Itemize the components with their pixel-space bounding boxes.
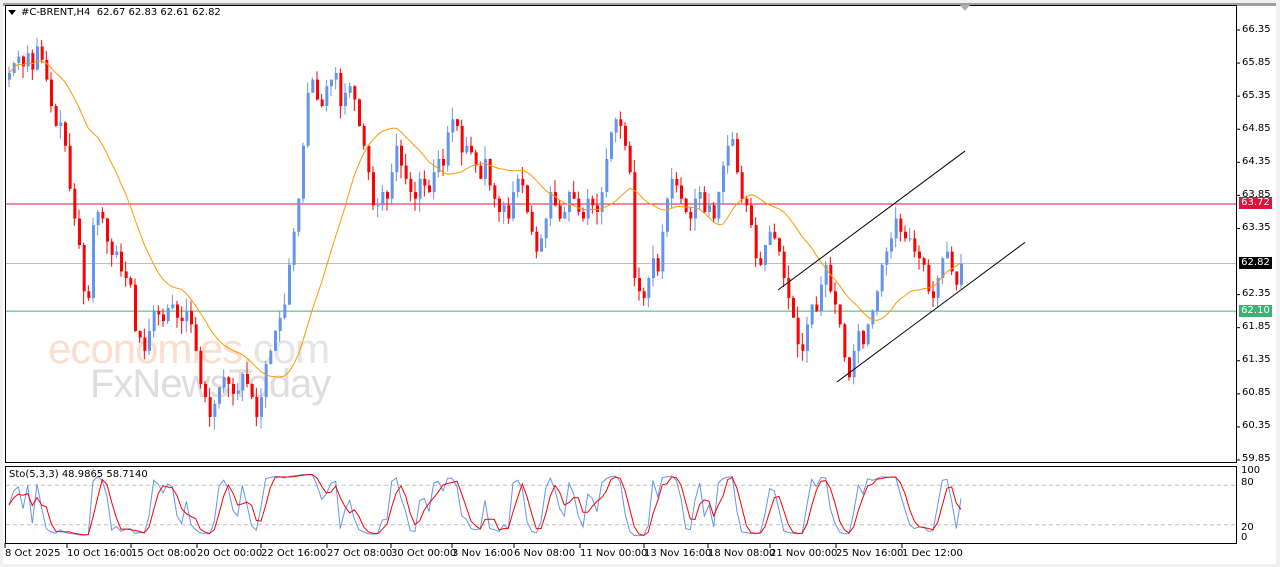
- price-tick: 62.35: [1242, 288, 1271, 299]
- price-tick: 63.85: [1242, 189, 1271, 200]
- channel-lower-line: [836, 241, 1026, 383]
- chart-shift-marker-icon[interactable]: [960, 5, 970, 11]
- price-tick: 65.85: [1242, 57, 1271, 68]
- support-price-tag: 62.10: [1239, 305, 1272, 317]
- price-tick: 66.35: [1242, 24, 1271, 35]
- time-tick: 3 Nov 16:00: [452, 548, 514, 559]
- time-tick: 21 Nov 00:00: [770, 548, 838, 559]
- watermark-com-text: .com: [242, 325, 330, 372]
- stoch-scale-80: 80: [1241, 477, 1254, 488]
- stoch-main-line: [8, 473, 962, 537]
- time-tick: 25 Nov 16:00: [836, 548, 904, 559]
- time-tick: 18 Nov 08:00: [708, 548, 776, 559]
- price-tick: 61.35: [1242, 354, 1271, 365]
- stochastic-label: Sto(5,3,3) 48.9865 58.7140: [9, 469, 148, 480]
- price-chart-panel[interactable]: [5, 5, 1237, 463]
- time-tick: 11 Nov 00:00: [580, 548, 648, 559]
- time-tick: 20 Oct 00:00: [197, 548, 263, 559]
- time-tick: 8 Oct 2025: [5, 548, 61, 559]
- symbol-label: #C-BRENT,H4: [21, 7, 91, 18]
- time-tick: 15 Oct 08:00: [131, 548, 197, 559]
- time-tick: 10 Oct 16:00: [67, 548, 133, 559]
- time-tick: 27 Oct 08:00: [327, 548, 393, 559]
- stoch-scale-0: 0: [1241, 532, 1248, 543]
- stoch-scale-100: 100: [1241, 465, 1261, 476]
- time-tick: 13 Nov 16:00: [644, 548, 712, 559]
- price-tick: 60.85: [1242, 387, 1271, 398]
- price-tick: 65.35: [1242, 90, 1271, 101]
- time-tick: 30 Oct 00:00: [391, 548, 457, 559]
- resistance-price-tag: 63.72: [1239, 197, 1272, 209]
- current-price-tag: 62.82: [1239, 257, 1272, 269]
- price-tick: 64.85: [1242, 123, 1271, 134]
- ohlc-values: 62.67 62.83 62.61 62.82: [96, 7, 221, 18]
- channel-upper-line: [777, 150, 966, 291]
- time-tick: 22 Oct 16:00: [261, 548, 327, 559]
- moving-average-line: [8, 60, 962, 378]
- time-tick: 1 Dec 12:00: [902, 548, 963, 559]
- price-tick: 60.35: [1242, 420, 1271, 431]
- price-tick: 64.35: [1242, 156, 1271, 167]
- price-tick: 63.35: [1242, 222, 1271, 233]
- price-tick: 59.85: [1242, 453, 1271, 464]
- stoch-scale-20: 20: [1241, 522, 1254, 533]
- time-tick: 6 Nov 08:00: [514, 548, 576, 559]
- price-tick: 61.85: [1242, 321, 1271, 332]
- collapse-triangle-icon[interactable]: [8, 9, 16, 15]
- stoch-signal-line: [8, 473, 962, 537]
- chart-title: #C-BRENT,H4 62.67 62.83 62.61 62.82: [8, 7, 221, 18]
